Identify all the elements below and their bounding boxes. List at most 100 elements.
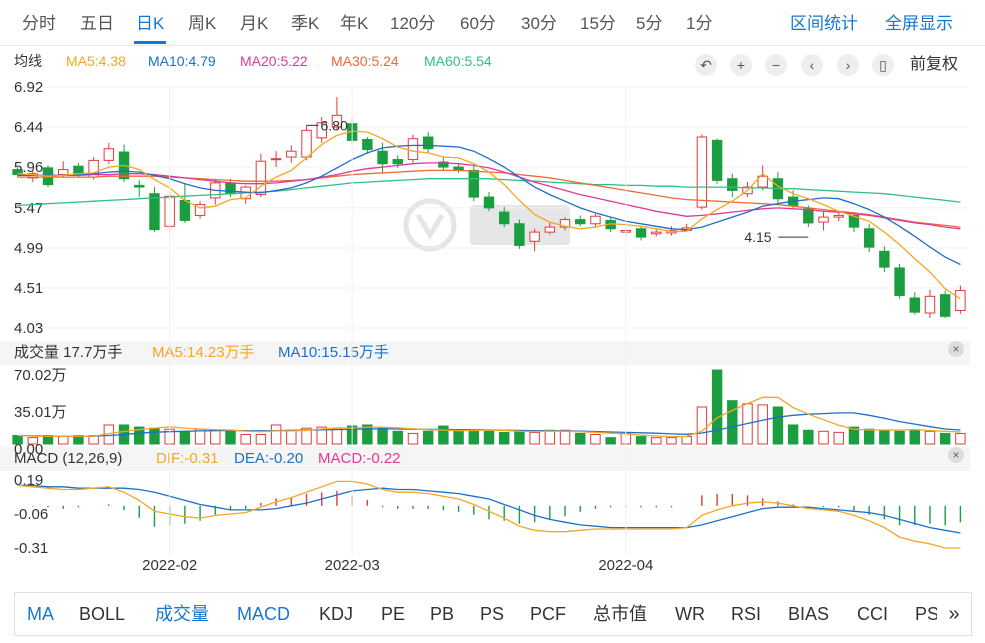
volume-bar [42, 435, 54, 445]
volume-bar [73, 435, 84, 445]
indicator-tab-5[interactable]: PE [381, 604, 406, 624]
volume-bar [909, 429, 920, 445]
period-tab-7[interactable]: 120分 [390, 14, 436, 33]
volume-bar [924, 430, 936, 445]
indicator-tab-13[interactable]: CCI [857, 604, 888, 624]
candle-body [103, 148, 115, 161]
volume-bar [468, 429, 480, 445]
candle-body [453, 166, 464, 171]
indicator-tab-3[interactable]: MACD [237, 604, 290, 624]
candle-body [316, 122, 327, 139]
back-icon[interactable]: ↶ [695, 54, 717, 76]
volume-bar [483, 430, 495, 445]
candle-body [818, 216, 829, 223]
price-adjust-toggle[interactable]: 前复权 [910, 56, 959, 73]
candle-body [392, 159, 403, 165]
period-tab-11[interactable]: 5分 [636, 14, 663, 33]
indicator-tabs: PSY CCI BIAS RSI WR 总市值 PCF PS PB PE KDJ MACD 成交量 BOL… [14, 592, 972, 636]
zoom-in-icon[interactable]: + [730, 54, 752, 76]
indicator-tab-0[interactable]: MA [27, 604, 54, 624]
price-tick-label: 6.44 [14, 119, 43, 136]
indicator-tab-6[interactable]: PB [430, 604, 455, 624]
volume-bar [605, 437, 616, 445]
volume-bar [590, 433, 601, 445]
volume-bar [58, 436, 69, 445]
ma5-line [17, 130, 961, 300]
more-indicators-icon[interactable]: » [937, 593, 971, 635]
volume-bar [164, 428, 175, 445]
volume-bar [194, 428, 206, 445]
volume-bar [711, 369, 723, 445]
volume-bar [727, 400, 738, 445]
close-volume-icon[interactable]: × [948, 341, 964, 357]
period-tabs: 分时 五日 日K 周K 月K 季K 年K 120分 60分 30分 15分 5分 1分 [0, 0, 985, 46]
volume-bar [803, 429, 814, 445]
candle-body [514, 223, 525, 246]
period-tab-0[interactable]: 分时 [22, 14, 56, 33]
volume-tick-label: 35.01万 [14, 404, 67, 421]
indicator-tab-4[interactable]: KDJ [319, 604, 354, 624]
indicator-tab-2[interactable]: 成交量 [155, 604, 209, 624]
price-panel: 6.92 6.44 5.96 5.47 4.99 4.51 4.03 6.80 4.15 [10, 79, 968, 337]
candle-style-icon[interactable]: ▯ [872, 54, 894, 76]
candle-body [833, 214, 844, 218]
low-annotation: 4.15 [744, 229, 771, 245]
candle-body [27, 173, 39, 179]
candle-body [407, 138, 419, 161]
indicator-tab-12[interactable]: BIAS [788, 604, 830, 624]
period-tab-3[interactable]: 周K [188, 14, 217, 33]
ma10-line [17, 144, 961, 266]
period-tab-8[interactable]: 60分 [460, 14, 496, 33]
scroll-right-icon[interactable]: › [837, 54, 859, 76]
indicator-tab-10[interactable]: WR [675, 604, 705, 624]
volume-bar [696, 406, 708, 445]
indicator-tab-9[interactable]: 总市值 [593, 604, 647, 624]
volume-bar [620, 432, 632, 445]
interval-stats-link[interactable]: 区间统计 [790, 14, 858, 33]
volume-tick-label: 70.02万 [14, 367, 67, 384]
ma60-value: MA60:5.54 [424, 53, 492, 69]
candle-body [58, 169, 69, 176]
period-tab-5[interactable]: 季K [291, 14, 320, 33]
volume-bar [681, 436, 692, 445]
period-tab-2[interactable]: 日K [133, 14, 167, 44]
period-tab-6[interactable]: 年K [340, 14, 369, 33]
period-tab-10[interactable]: 15分 [580, 14, 616, 33]
period-tab-12[interactable]: 1分 [686, 14, 713, 33]
period-tab-9[interactable]: 30分 [521, 14, 557, 33]
volume-bar [818, 430, 829, 445]
indicator-tab-11[interactable]: RSI [731, 604, 762, 624]
scroll-left-icon[interactable]: ‹ [801, 54, 823, 76]
candle-body [727, 178, 738, 191]
period-tab-1[interactable]: 五日 [80, 14, 114, 33]
volume-bar [863, 428, 875, 445]
date-tick-label: 2022-04 [598, 557, 653, 574]
volume-bar [879, 429, 890, 445]
volume-ma10-line [17, 412, 961, 437]
volume-bar [772, 406, 784, 445]
macd-panel: 0.19 -0.06 -0.31 [14, 472, 962, 557]
candle-body [955, 289, 966, 311]
indicator-tab-7[interactable]: PS [480, 604, 505, 624]
period-tab-4[interactable]: 月K [240, 14, 269, 33]
volume-bar [544, 429, 556, 445]
volume-bar [346, 425, 358, 445]
volume-ma5-line [17, 396, 961, 438]
candle-body [134, 184, 145, 188]
candle-body [438, 161, 449, 168]
date-tick-label: 2022-03 [325, 557, 380, 574]
volume-bar [787, 424, 799, 445]
candle-body [894, 267, 905, 296]
fullscreen-link[interactable]: 全屏显示 [885, 14, 953, 33]
date-tick-label: 2022-02 [142, 557, 197, 574]
close-macd-icon[interactable]: × [948, 447, 964, 463]
volume-bar [848, 426, 860, 445]
indicator-tab-8[interactable]: PCF [530, 604, 566, 624]
candle-body [498, 211, 510, 225]
zoom-out-icon[interactable]: − [765, 54, 787, 76]
kline-chart[interactable]: 6.92 6.44 5.96 5.47 4.99 4.51 4.03 6.80 4.15 70.… [0, 0, 985, 590]
candle-body [468, 169, 480, 198]
candle-body [803, 208, 814, 224]
indicator-tab-1[interactable]: BOLL [79, 604, 126, 624]
